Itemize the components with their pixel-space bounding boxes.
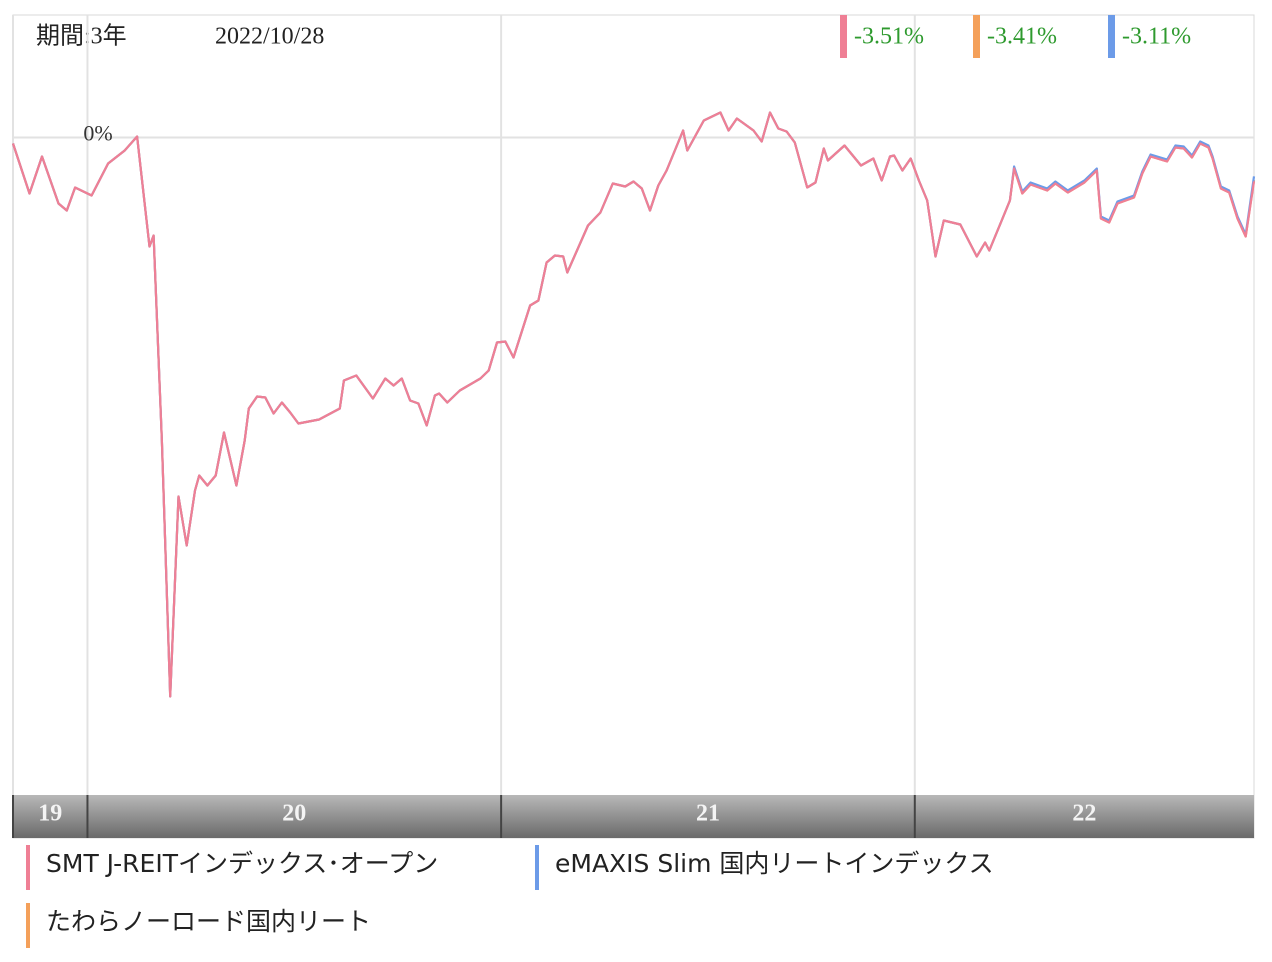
- last-value-label: -3.51%: [854, 24, 924, 50]
- value-marker: [840, 15, 847, 58]
- legend-swatch: [26, 903, 30, 948]
- value-marker: [1108, 15, 1115, 58]
- y-tick-label: 0%: [83, 121, 112, 146]
- legend-label: たわらノーロード国内リート: [46, 907, 371, 936]
- last-value-label: -3.41%: [987, 24, 1057, 50]
- year-band: [13, 795, 1254, 838]
- x-tick-label: 22: [1072, 801, 1096, 827]
- legend-swatch: [26, 845, 30, 890]
- plot-frame: [12, 14, 1255, 839]
- x-tick-label: 19: [38, 801, 62, 827]
- date: 2022/10/28: [215, 24, 324, 50]
- period: 期間:3年: [36, 23, 127, 50]
- legend-swatch: [535, 845, 539, 890]
- last-value-label: -3.11%: [1122, 24, 1191, 50]
- x-tick-label: 21: [696, 801, 720, 827]
- value-marker: [973, 15, 980, 58]
- x-tick-label: 20: [282, 801, 306, 827]
- legend-label: SMT J-REITインデックス･オープン: [46, 849, 438, 878]
- legend-label: eMAXIS Slim 国内リートインデックス: [555, 849, 994, 878]
- series-line: [11, 111, 1256, 698]
